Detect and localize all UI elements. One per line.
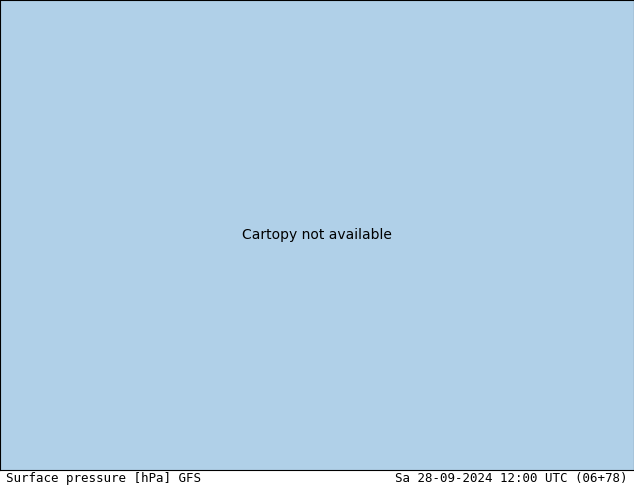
Text: Sa 28-09-2024 12:00 UTC (06+78): Sa 28-09-2024 12:00 UTC (06+78) (395, 472, 628, 485)
Text: Cartopy not available: Cartopy not available (242, 228, 392, 242)
Text: Surface pressure [hPa] GFS: Surface pressure [hPa] GFS (6, 472, 202, 485)
